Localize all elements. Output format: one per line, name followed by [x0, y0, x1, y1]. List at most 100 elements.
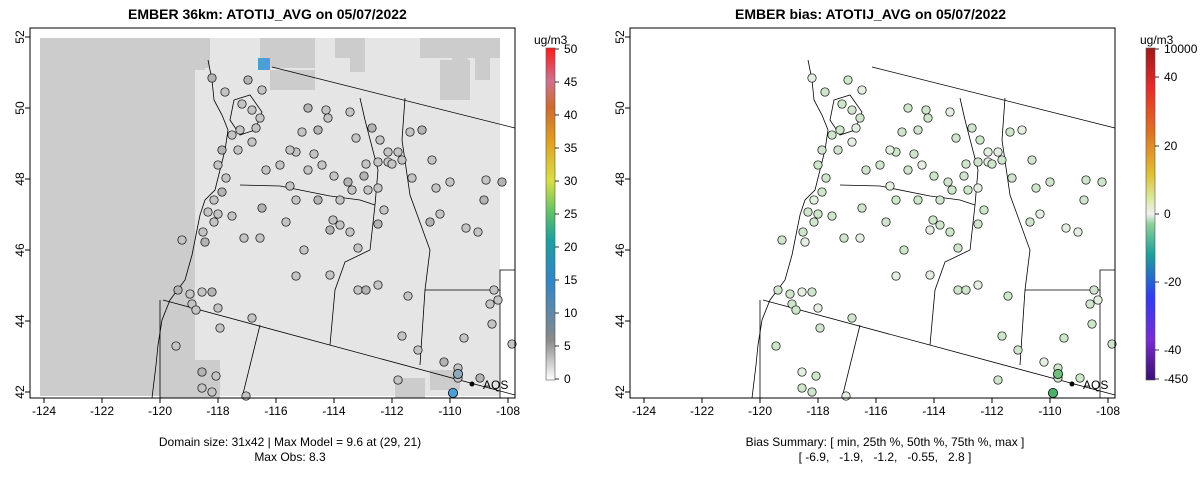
station-marker: [473, 227, 483, 237]
x-tick-label: -116: [264, 404, 287, 418]
station-marker: [809, 217, 819, 227]
coastline: [151, 59, 229, 399]
station-marker: [797, 383, 807, 393]
station-marker: [227, 130, 237, 140]
station-marker: [461, 223, 471, 233]
state-border: [929, 204, 976, 346]
y-tick-label: 46: [613, 243, 627, 257]
station-marker: [855, 113, 865, 123]
colorbar-tick-label: 0: [564, 372, 571, 386]
station-marker: [913, 195, 923, 205]
colorbar-tick-label: 5: [564, 339, 571, 353]
station-marker: [220, 87, 230, 97]
colorbar-tick-label: 10: [564, 306, 578, 320]
right-map-panel: EMBER bias: ATOTIJ_AVG on 05/07/2022 AQS…: [600, 0, 1200, 479]
station-marker: [351, 133, 361, 143]
colorbar-tick-label: 50: [564, 42, 578, 56]
station-marker: [197, 367, 207, 377]
plot-frame: [29, 27, 516, 399]
station-marker: [797, 367, 807, 377]
y-tick-label: 46: [13, 243, 27, 257]
station-marker: [847, 313, 857, 323]
grid-cell: [395, 378, 425, 398]
station-marker: [299, 245, 309, 255]
station-marker: [961, 285, 971, 295]
station-marker-high: [447, 387, 458, 398]
aqs-legend-label: AQS: [1083, 378, 1108, 392]
station-marker: [393, 147, 403, 157]
station-marker: [291, 195, 301, 205]
station-marker: [917, 160, 927, 170]
station-marker: [903, 165, 913, 175]
state-border: [1001, 97, 1115, 291]
station-marker: [257, 85, 267, 95]
station-marker: [913, 125, 923, 135]
station-marker: [285, 181, 295, 191]
station-marker: [343, 177, 353, 187]
station-marker: [777, 235, 787, 245]
station-marker: [1081, 175, 1091, 185]
station-marker: [321, 105, 331, 115]
plot-frame: [629, 27, 1116, 399]
station-marker: [807, 73, 817, 83]
state-border: [839, 184, 976, 206]
station-marker: [1003, 291, 1013, 301]
y-tick-label: 52: [13, 30, 27, 44]
y-tick-label: 50: [13, 101, 27, 115]
y-tick-label: 48: [613, 172, 627, 186]
station-marker: [373, 280, 383, 290]
station-marker: [281, 217, 291, 227]
station-marker: [899, 245, 909, 255]
station-marker: [313, 125, 323, 135]
station-marker: [800, 237, 810, 247]
station-marker: [255, 233, 265, 243]
x-tick-label: -112: [980, 404, 1003, 418]
station-marker: [345, 227, 355, 237]
station-marker: [353, 243, 363, 253]
station-marker: [1059, 333, 1069, 343]
station-marker: [247, 137, 257, 147]
stations: [771, 73, 1117, 401]
station-marker: [361, 159, 371, 169]
station-marker: [925, 270, 935, 280]
station-marker: [213, 303, 223, 313]
station-marker: [285, 145, 295, 155]
station-marker: [821, 173, 831, 183]
station-marker: [197, 383, 207, 393]
station-marker: [403, 291, 413, 301]
station-marker: [367, 123, 377, 133]
station-marker: [1093, 295, 1103, 305]
station-marker: [241, 391, 251, 401]
station-marker: [489, 285, 499, 295]
station-marker: [387, 159, 397, 169]
station-marker: [373, 183, 383, 193]
station-marker: [885, 181, 895, 191]
station-marker: [397, 155, 407, 165]
station-marker: [213, 160, 223, 170]
y-tick-label: 52: [613, 30, 627, 44]
station-marker: [833, 145, 843, 155]
station-marker: [973, 219, 983, 229]
station-marker: [925, 225, 935, 235]
station-marker: [413, 345, 423, 355]
station-marker: [221, 173, 231, 183]
station-marker: [247, 105, 257, 115]
aqs-legend-dot: [469, 381, 475, 387]
aqs-legend-dot: [1069, 381, 1075, 387]
station-marker: [979, 205, 989, 215]
station-marker: [393, 375, 403, 385]
station-marker: [983, 147, 993, 157]
station-marker: [217, 187, 227, 197]
station-marker: [891, 195, 901, 205]
station-marker: [997, 331, 1007, 341]
station-marker: [961, 159, 971, 169]
station-marker: [1079, 195, 1089, 205]
station-marker: [959, 171, 969, 181]
x-tick-label: -114: [322, 404, 345, 418]
state-border: [239, 184, 376, 206]
station-marker: [993, 147, 1003, 157]
station-marker: [427, 155, 437, 165]
y-tick-label: 44: [13, 314, 27, 328]
station-marker: [923, 113, 933, 123]
station-marker: [921, 105, 931, 115]
